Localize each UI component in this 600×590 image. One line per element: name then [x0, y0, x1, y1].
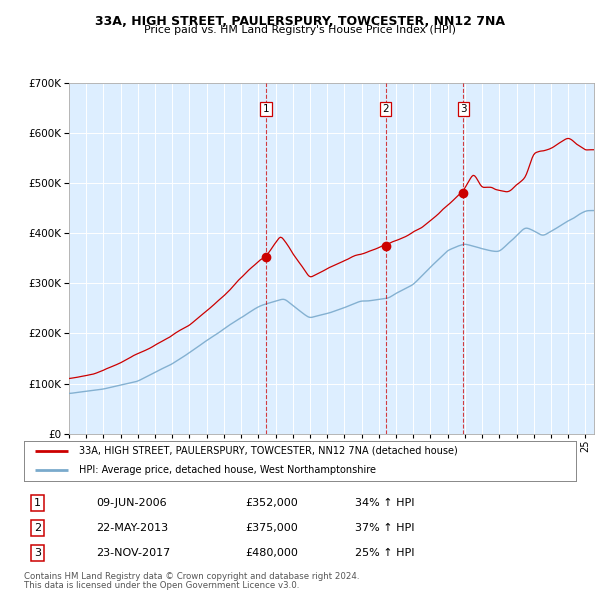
Text: 23-NOV-2017: 23-NOV-2017: [96, 548, 170, 558]
Text: 1: 1: [263, 104, 269, 114]
Text: 1: 1: [34, 499, 41, 508]
Text: 37% ↑ HPI: 37% ↑ HPI: [355, 523, 415, 533]
Text: Contains HM Land Registry data © Crown copyright and database right 2024.: Contains HM Land Registry data © Crown c…: [24, 572, 359, 581]
Text: £352,000: £352,000: [245, 499, 298, 508]
Text: 33A, HIGH STREET, PAULERSPURY, TOWCESTER, NN12 7NA: 33A, HIGH STREET, PAULERSPURY, TOWCESTER…: [95, 15, 505, 28]
Text: £480,000: £480,000: [245, 548, 298, 558]
Text: 34% ↑ HPI: 34% ↑ HPI: [355, 499, 415, 508]
Text: 33A, HIGH STREET, PAULERSPURY, TOWCESTER, NN12 7NA (detached house): 33A, HIGH STREET, PAULERSPURY, TOWCESTER…: [79, 446, 458, 455]
Text: 3: 3: [460, 104, 466, 114]
Text: £375,000: £375,000: [245, 523, 298, 533]
Text: 2: 2: [34, 523, 41, 533]
Text: 3: 3: [34, 548, 41, 558]
Text: This data is licensed under the Open Government Licence v3.0.: This data is licensed under the Open Gov…: [24, 581, 299, 590]
Text: 2: 2: [382, 104, 389, 114]
Text: Price paid vs. HM Land Registry's House Price Index (HPI): Price paid vs. HM Land Registry's House …: [144, 25, 456, 35]
Text: 09-JUN-2006: 09-JUN-2006: [96, 499, 166, 508]
Text: 25% ↑ HPI: 25% ↑ HPI: [355, 548, 415, 558]
Text: HPI: Average price, detached house, West Northamptonshire: HPI: Average price, detached house, West…: [79, 464, 376, 474]
Text: 22-MAY-2013: 22-MAY-2013: [96, 523, 168, 533]
